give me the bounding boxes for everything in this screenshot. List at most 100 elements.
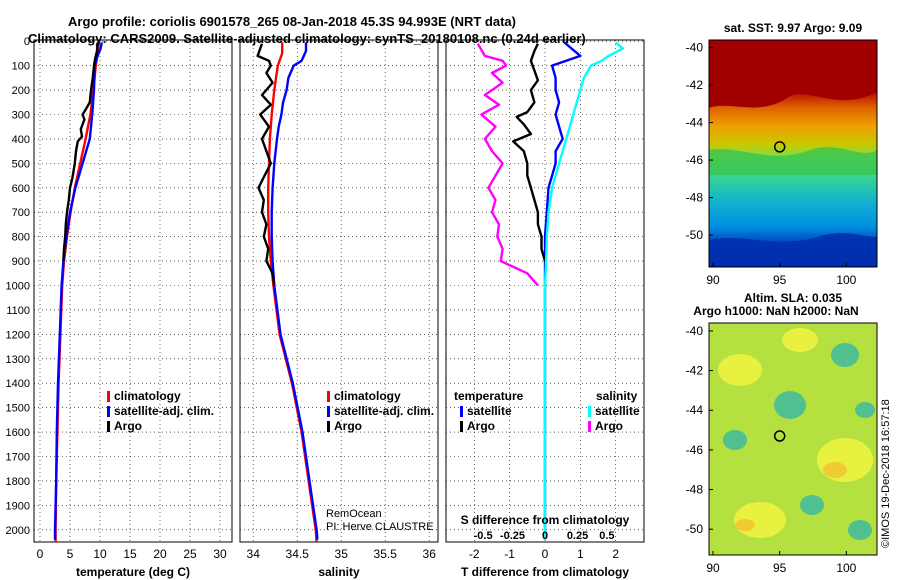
- header-line-1: Argo profile: coriolis 6901578_265 08-Ja…: [68, 14, 516, 29]
- depth-tick-label: 1000: [6, 281, 30, 293]
- sla-argo-marker: [773, 430, 786, 442]
- sal-legend-label: Argo: [334, 419, 362, 433]
- diff-series-temperature-argo: [512, 43, 547, 262]
- depth-tick-label: 1800: [6, 476, 30, 488]
- sal-frame: [239, 39, 439, 543]
- diff-legend-swatch-right: [588, 421, 591, 432]
- salinity-profile-plot: 34 34.5 35 35.5 36 salinity climatologysatelli…: [239, 39, 439, 579]
- sst-title: sat. SST: 9.97 Argo: 9.09: [724, 21, 863, 35]
- diff-xtick-label: -1: [504, 547, 515, 561]
- sla-peaks: [735, 462, 847, 531]
- sla-xtick-label: 100: [836, 561, 856, 575]
- sla-map: [708, 322, 878, 556]
- depth-tick-label: 1200: [6, 329, 30, 341]
- sst-map-cold-band: [709, 233, 877, 267]
- diff-series-salinity-argo: [476, 43, 539, 287]
- temp-xtick-label: 5: [67, 547, 74, 561]
- sal-xtick-label: 35.5: [374, 547, 398, 561]
- sst-argo-marker: [773, 141, 786, 153]
- sal-annotation: PI: Herve CLAUSTRE: [326, 521, 434, 533]
- diff-legend-label-left: satellite: [467, 404, 512, 418]
- depth-tick-label: 200: [12, 85, 30, 97]
- sla-ytick-label: -42: [686, 364, 704, 378]
- depth-tick-label: 1900: [6, 500, 30, 512]
- diff-legend-title-right: salinity: [596, 389, 638, 403]
- sal-legend-label: climatology: [334, 389, 401, 403]
- depth-tick-label: 400: [12, 134, 30, 146]
- header-line-2: Climatology: CARS2009. Satellite-adjuste…: [28, 31, 586, 46]
- sst-axes: 90 95 100 -40 -42 -44 -46 -48 -50 sat. SST: 9.97 …: [686, 21, 863, 287]
- sla-ytick-label: -40: [686, 324, 704, 338]
- depth-tick-label: 1100: [6, 305, 30, 317]
- diff-s-tick-label: -0.25: [500, 530, 525, 542]
- diff-xlabel: T difference from climatology: [461, 565, 629, 579]
- diff-legend-swatch-right: [588, 406, 591, 417]
- diff-xtick-label: 1: [577, 547, 584, 561]
- temp-legend-label: satellite-adj. clim.: [114, 404, 214, 418]
- sal-xtick-label: 34: [247, 547, 261, 561]
- sal-xlabel: salinity: [318, 565, 360, 579]
- sal-legend-label: satellite-adj. clim.: [334, 404, 434, 418]
- sst-map: [708, 39, 878, 268]
- diff-legend-title-left: temperature: [454, 389, 524, 403]
- diff-legend-label-right: satellite: [595, 404, 640, 418]
- depth-tick-label: 800: [12, 232, 30, 244]
- temp-xtick-label: 20: [153, 547, 167, 561]
- diff-legend-swatch-left: [460, 421, 463, 432]
- temp-xtick-label: 15: [123, 547, 137, 561]
- temp-xtick-label: 30: [213, 547, 227, 561]
- depth-tick-label: 1300: [6, 354, 30, 366]
- sst-map-warm-front: [709, 40, 877, 108]
- sal-series-satellite-adj-clim-: [270, 42, 319, 540]
- depth-tick-label: 1600: [6, 427, 30, 439]
- depth-tick-label: 700: [12, 207, 30, 219]
- temperature-profile-plot: 0100200300400500600700800900100011001200…: [6, 36, 233, 579]
- temp-xtick-label: 25: [183, 547, 197, 561]
- diff-xtick-label: 2: [612, 547, 619, 561]
- depth-tick-label: 1700: [6, 452, 30, 464]
- sla-lows: [723, 343, 875, 540]
- temp-legend-swatch: [107, 421, 110, 432]
- watermark: ©IMOS 19-Dec-2018 16:57:18: [880, 399, 892, 548]
- diff-s-tick-label: -0.5: [474, 530, 493, 542]
- sst-xtick-label: 100: [836, 273, 856, 287]
- depth-tick-label: 100: [12, 61, 30, 73]
- sal-series-argo: [256, 43, 276, 286]
- temp-xlabel: temperature (deg C): [76, 565, 190, 579]
- diff-s-title: S difference from climatology: [461, 513, 630, 527]
- sla-xtick-label: 90: [706, 561, 720, 575]
- temp-xtick-label: 10: [93, 547, 107, 561]
- diff-xtick-label: 0: [542, 547, 549, 561]
- sst-xtick-label: 90: [706, 273, 720, 287]
- sla-ytick-label: -46: [686, 443, 704, 457]
- depth-tick-label: 500: [12, 158, 30, 170]
- diff-legend-label-left: Argo: [467, 419, 495, 433]
- sla-ytick-label: -50: [686, 522, 704, 536]
- sst-map-frame: [708, 39, 878, 268]
- sla-subtitle: Argo h1000: NaN h2000: NaN: [693, 304, 858, 318]
- sla-ytick-label: -44: [686, 403, 704, 417]
- sal-xtick-label: 34.5: [286, 547, 310, 561]
- diff-series-salinity-satellite: [543, 41, 624, 540]
- depth-tick-label: 1500: [6, 403, 30, 415]
- temp-series-argo: [62, 42, 99, 262]
- sst-ytick-label: -48: [686, 191, 704, 205]
- depth-tick-label: 600: [12, 183, 30, 195]
- sst-xtick-label: 95: [773, 273, 787, 287]
- sal-legend-swatch: [327, 406, 330, 417]
- depth-tick-label: 300: [12, 110, 30, 122]
- diff-s-tick-label: 0.25: [567, 530, 588, 542]
- temp-xtick-label: 0: [37, 547, 44, 561]
- sla-ytick-label: -48: [686, 483, 704, 497]
- sal-legend-swatch: [327, 391, 330, 402]
- diff-xtick-label: -2: [469, 547, 480, 561]
- diff-legend-swatch-left: [460, 406, 463, 417]
- temp-legend-swatch: [107, 406, 110, 417]
- temp-legend-swatch: [107, 391, 110, 402]
- sst-ytick-label: -44: [686, 116, 704, 130]
- sal-xtick-label: 36: [423, 547, 437, 561]
- sla-title: Altim. SLA: 0.035: [744, 291, 842, 305]
- sst-ytick-label: -46: [686, 153, 704, 167]
- sst-ytick-label: -50: [686, 228, 704, 242]
